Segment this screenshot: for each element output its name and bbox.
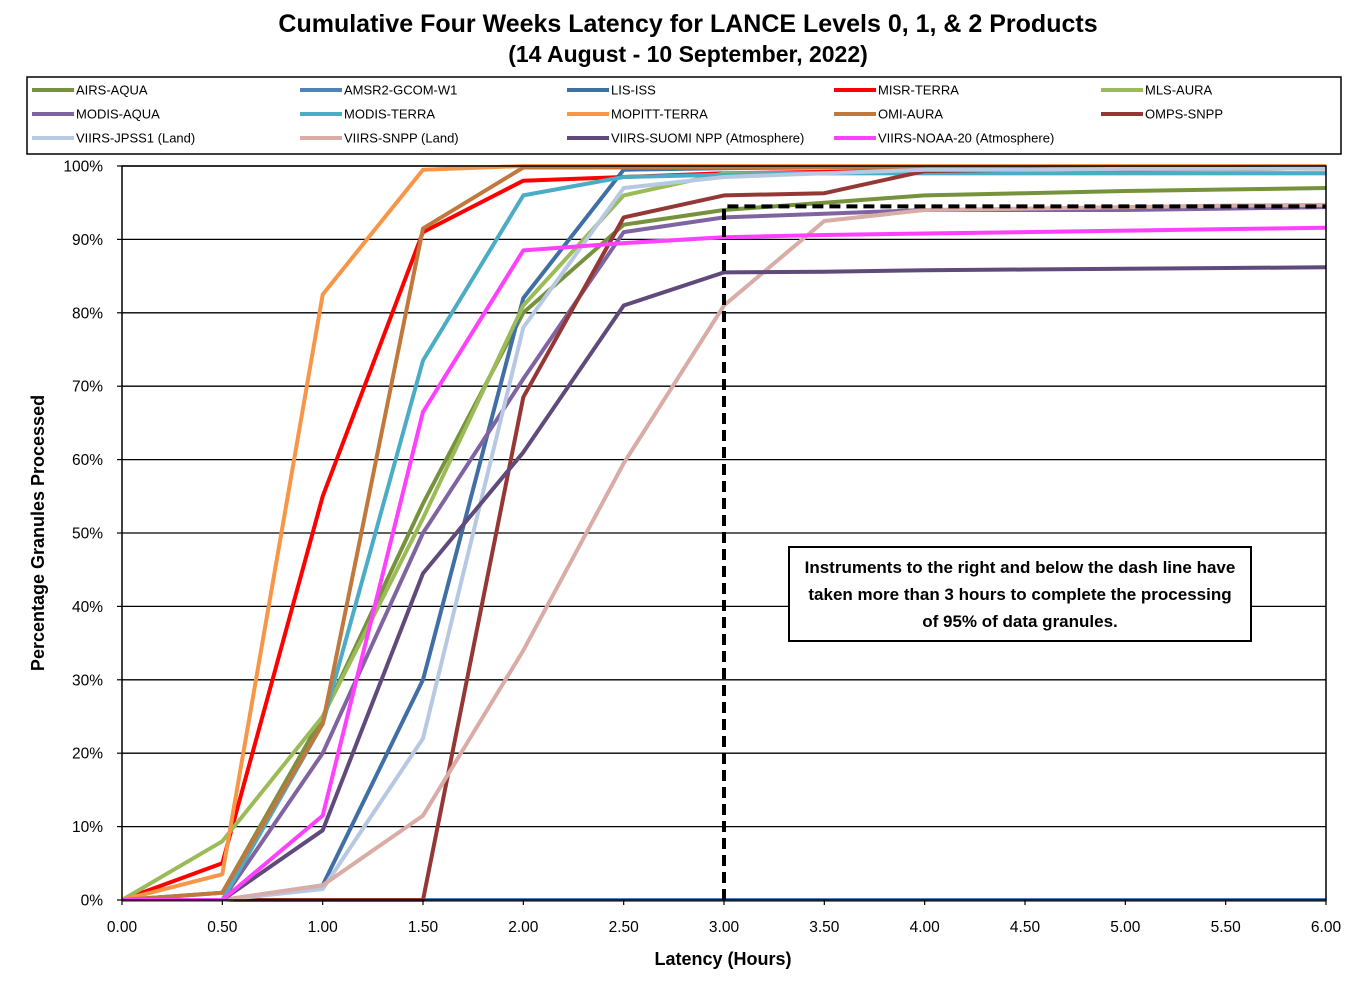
x-tick-label: 5.00	[1110, 919, 1141, 936]
chart-subtitle: (14 August - 10 September, 2022)	[508, 41, 868, 67]
legend-label-viirs-suomi-npp-atmosphere: VIIRS-SUOMI NPP (Atmosphere)	[611, 131, 804, 146]
y-tick-label: 40%	[72, 599, 103, 616]
legend-label-viirs-noaa-20-atmosphere: VIIRS-NOAA-20 (Atmosphere)	[878, 131, 1054, 146]
x-tick-label: 0.50	[207, 919, 238, 936]
series-line-viirs-noaa-20-atmosphere	[122, 225, 1327, 902]
y-tick-label: 30%	[72, 672, 103, 689]
legend-label-misr-terra: MISR-TERRA	[878, 83, 959, 98]
y-tick-label: 10%	[72, 819, 103, 836]
legend-label-airs-aqua: AIRS-AQUA	[76, 83, 148, 98]
threshold-dashed-line	[722, 204, 1326, 900]
legend-label-viirs-jpss1-land: VIIRS-JPSS1 (Land)	[76, 131, 195, 146]
y-tick-label: 80%	[72, 305, 103, 322]
y-tick-label: 0%	[81, 893, 104, 910]
y-tick-label: 20%	[72, 746, 103, 763]
annotation-text: Instruments to the right and below the d…	[804, 557, 1236, 631]
x-tick-label: 3.00	[709, 919, 740, 936]
x-axis-title: Latency (Hours)	[654, 949, 791, 969]
annotation-box: Instruments to the right and below the d…	[788, 546, 1252, 642]
y-tick-label: 90%	[72, 232, 103, 249]
axes: 0% 10% 20% 30% 40% 50% 60% 70% 80% 90% 100% 0.00 0.5…	[63, 159, 1341, 937]
legend-label-mopitt-terra: MOPITT-TERRA	[611, 107, 708, 122]
x-tick-label: 5.50	[1211, 919, 1242, 936]
x-tick-label: 1.00	[308, 919, 339, 936]
legend: AIRS-AQUA AMSR2-GCOM-W1 LIS-ISS MISR-TERRA M…	[32, 83, 1223, 146]
reference-line	[722, 204, 1326, 900]
x-tick-label: 1.50	[408, 919, 439, 936]
legend-label-omps-snpp: OMPS-SNPP	[1145, 107, 1223, 122]
y-tick-label: 100%	[63, 159, 103, 176]
legend-label-lis-iss: LIS-ISS	[611, 83, 656, 98]
legend-label-modis-terra: MODIS-TERRA	[344, 107, 435, 122]
x-tick-label: 2.50	[609, 919, 640, 936]
series-line-viirs-suomi-npp-atmosphere	[122, 265, 1327, 902]
x-tick-label: 4.00	[910, 919, 941, 936]
x-tick-label: 6.00	[1311, 919, 1342, 936]
legend-label-viirs-snpp-land: VIIRS-SNPP (Land)	[344, 131, 459, 146]
x-tick-label: 4.50	[1010, 919, 1041, 936]
y-tick-label: 60%	[72, 452, 103, 469]
y-tick-label: 70%	[72, 379, 103, 396]
chart-title: Cumulative Four Weeks Latency for LANCE …	[278, 10, 1098, 38]
x-tick-label: 0.00	[107, 919, 138, 936]
x-tick-label: 3.50	[809, 919, 840, 936]
y-axis-title: Percentage Granules Processed	[28, 395, 48, 671]
y-tick-label: 50%	[72, 526, 103, 543]
legend-label-omi-aura: OMI-AURA	[878, 107, 943, 122]
legend-label-amsr2-gcom-w1: AMSR2-GCOM-W1	[344, 83, 457, 98]
legend-label-modis-aqua: MODIS-AQUA	[76, 107, 160, 122]
legend-label-mls-aura: MLS-AURA	[1145, 83, 1213, 98]
x-tick-label: 2.00	[508, 919, 539, 936]
series-line-viirs-jpss1-land	[122, 166, 1327, 902]
